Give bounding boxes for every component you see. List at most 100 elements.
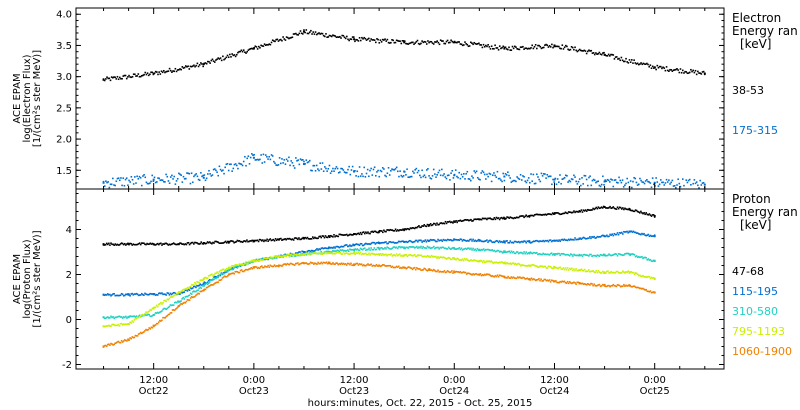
proton-scatter-dot [206, 283, 209, 286]
proton-scatter-dot [132, 315, 135, 318]
proton-scatter-dot [416, 245, 418, 248]
electron-scatter-dot [342, 34, 345, 37]
electron-scatter-dot [354, 170, 356, 172]
proton-scatter-dot [411, 268, 414, 271]
proton-scatter-dot [250, 266, 252, 269]
proton-scatter-dot [640, 233, 642, 236]
proton-scatter-dot [629, 230, 632, 233]
electron-scatter-dot [642, 181, 645, 184]
proton-scatter-dot [282, 238, 284, 241]
proton-scatter-dot [623, 208, 625, 211]
proton-scatter-dot [384, 246, 386, 249]
electron-scatter-dot [185, 177, 187, 180]
proton-scatter-dot [368, 252, 370, 255]
proton-scatter-dot [407, 228, 410, 230]
electron-scatter-dot [136, 175, 138, 178]
electron-scatter-dot [505, 48, 508, 50]
proton-scatter-dot [283, 238, 285, 241]
electron-scatter-dot [122, 75, 125, 77]
electron-scatter-dot [109, 183, 112, 186]
proton-scatter-dot [108, 317, 110, 319]
proton-scatter-dot [173, 301, 176, 304]
electron-scatter-dot [641, 63, 644, 66]
electron-scatter-dot [501, 180, 503, 183]
proton-scatter-dot [580, 209, 583, 211]
electron-scatter-dot [467, 45, 470, 48]
proton-scatter-dot [428, 239, 431, 242]
proton-scatter-dot [232, 268, 234, 271]
proton-scatter-dot [586, 208, 589, 211]
proton-scatter-dot [610, 284, 612, 287]
electron-scatter-dot [597, 180, 600, 183]
electron-scatter-dot [234, 163, 237, 165]
proton-scatter-dot [502, 241, 504, 244]
electron-scatter-dot [124, 74, 127, 77]
proton-scatter-dot [374, 230, 377, 233]
proton-scatter-dot [276, 256, 279, 259]
proton-scatter-dot [250, 240, 252, 242]
proton-scatter-dot [376, 265, 379, 267]
proton-scatter-dot [196, 293, 198, 296]
proton-scatter-dot [303, 237, 306, 239]
proton-scatter-dot [182, 288, 185, 291]
proton-scatter-dot [506, 277, 508, 279]
proton-scatter-dot [148, 293, 151, 296]
electron-scatter-dot [489, 173, 492, 175]
proton-scatter-dot [537, 253, 539, 256]
electron-scatter-dot [486, 45, 488, 48]
proton-scatter-dot [597, 270, 600, 272]
proton-scatter-dot [108, 294, 110, 296]
proton-scatter-dot [515, 241, 518, 243]
electron-scatter-dot [283, 38, 286, 40]
proton-scatter-dot [619, 272, 622, 274]
proton-scatter-dot [231, 265, 233, 267]
proton-scatter-dot [578, 253, 581, 256]
electron-scatter-dot [310, 169, 312, 172]
proton-scatter-dot [281, 265, 283, 267]
proton-scatter-dot [265, 258, 267, 260]
electron-scatter-dot [428, 175, 430, 177]
electron-scatter-dot [128, 74, 130, 77]
proton-scatter-dot [163, 293, 165, 295]
electron-scatter-dot [249, 156, 252, 159]
electron-scatter-dot [693, 179, 696, 181]
proton-scatter-dot [436, 257, 438, 259]
electron-scatter-dot [339, 35, 341, 38]
proton-scatter-dot [455, 220, 457, 222]
electron-scatter-dot [602, 52, 604, 54]
proton-scatter-dot [365, 264, 367, 267]
proton-scatter-dot [389, 241, 392, 243]
proton-scatter-dot [242, 270, 245, 273]
electron-scatter-dot [135, 182, 137, 184]
electron-scatter-dot [430, 40, 433, 43]
electron-scatter-dot [653, 67, 655, 69]
proton-scatter-dot [169, 312, 172, 314]
electron-ylabel-line: ACE EPAM [12, 73, 23, 123]
proton-scatter-dot [259, 266, 262, 268]
proton-scatter-dot [537, 278, 539, 281]
proton-scatter-dot [197, 242, 199, 245]
electron-scatter-dot [695, 73, 698, 76]
electron-scatter-dot [140, 184, 143, 187]
electron-scatter-dot [210, 59, 213, 62]
proton-scatter-dot [512, 217, 515, 220]
proton-scatter-dot [231, 272, 233, 275]
proton-scatter-dot [122, 340, 125, 342]
proton-scatter-dot [500, 261, 503, 263]
proton-scatter-dot [289, 238, 292, 240]
proton-scatter-dot [471, 274, 473, 276]
electron-scatter-dot [607, 179, 610, 182]
electron-scatter-dot [322, 34, 325, 37]
electron-scatter-dot [613, 58, 616, 60]
proton-scatter-dot [499, 241, 502, 243]
electron-scatter-dot [434, 41, 436, 43]
proton-scatter-dot [219, 274, 222, 277]
proton-scatter-dot [220, 278, 223, 281]
proton-scatter-dot [451, 247, 453, 250]
proton-scatter-dot [390, 253, 393, 255]
electron-scatter-dot [574, 46, 576, 49]
electron-scatter-dot [327, 167, 330, 170]
x-tick-label-time: 0:00 [243, 375, 265, 386]
electron-scatter-dot [304, 31, 306, 34]
electron-scatter-dot [164, 181, 166, 183]
